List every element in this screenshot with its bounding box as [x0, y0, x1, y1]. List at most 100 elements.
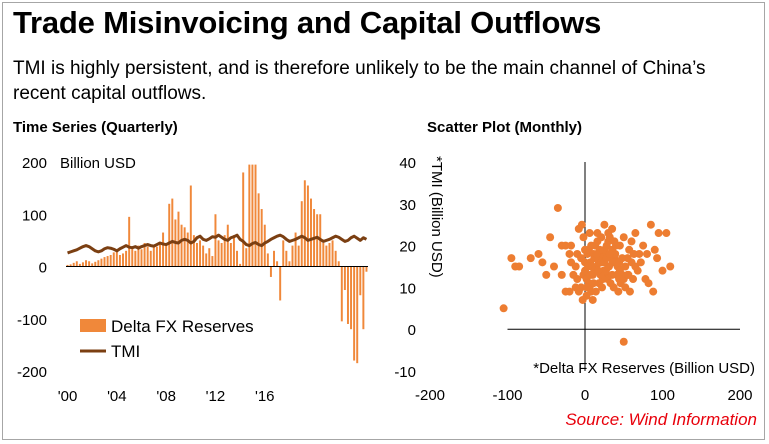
- x-tick-label: '16: [255, 388, 275, 405]
- fx-reserves-bar: [303, 180, 306, 267]
- scatter-point: [636, 258, 645, 267]
- scatter-point: [604, 262, 613, 271]
- fx-reserves-bar: [118, 255, 121, 267]
- scatter-point: [581, 245, 589, 254]
- scatter-panel-title: Scatter Plot (Monthly): [427, 119, 583, 136]
- time-series-chart: -200 -100 0 100 200 Billion USD '00 '04 '08 '12 '1…: [17, 155, 368, 405]
- fx-reserves-bar: [205, 253, 208, 267]
- scatter-point: [588, 295, 597, 304]
- fx-reserves-bar: [189, 185, 192, 267]
- fx-reserves-bar: [263, 224, 266, 267]
- fx-reserves-bar: [356, 266, 359, 364]
- fx-reserves-bar: [69, 264, 72, 267]
- scatter-point: [499, 304, 508, 313]
- fx-reserves-bar: [269, 266, 272, 277]
- scatter-point: [619, 337, 628, 346]
- fx-reserves-bar: [81, 262, 84, 267]
- y-tick-label: 40: [399, 155, 416, 172]
- fx-reserves-bar: [239, 263, 242, 267]
- scatter-point: [589, 279, 598, 288]
- x-tick-label: '04: [107, 388, 127, 405]
- chart-frame: [2, 2, 765, 440]
- scatter-point: [586, 270, 595, 279]
- scatter-point: [608, 270, 617, 279]
- x-tick-label: '00: [58, 388, 78, 405]
- fx-reserves-bar: [214, 214, 217, 267]
- fx-reserves-bar: [343, 266, 346, 291]
- fx-reserves-bar: [300, 201, 303, 267]
- fx-reserves-bar: [168, 203, 171, 267]
- fx-reserves-bar: [66, 264, 69, 267]
- fx-reserves-bar: [273, 250, 275, 267]
- fx-reserves-bar: [162, 232, 165, 267]
- fx-reserves-bar: [78, 263, 81, 267]
- unit-label: Billion USD: [60, 155, 136, 172]
- scatter-point: [650, 245, 659, 254]
- scatter-point: [608, 224, 617, 233]
- fx-reserves-bar: [242, 172, 245, 267]
- y-tick-label: 0: [39, 260, 47, 277]
- scatter-point: [597, 233, 606, 242]
- scatter-point: [584, 262, 593, 271]
- fx-reserves-bar: [94, 261, 97, 267]
- fx-reserves-bar: [72, 262, 75, 267]
- fx-reserves-bar: [149, 250, 152, 267]
- scatter-point: [534, 249, 543, 258]
- scatter-point: [574, 224, 583, 233]
- page-subtitle: TMI is highly persistent, and is therefo…: [13, 58, 706, 104]
- scatter-point: [631, 229, 640, 238]
- fx-reserves-bar: [291, 245, 294, 267]
- fx-reserves-bar: [325, 245, 328, 267]
- scatter-point: [624, 270, 633, 279]
- scatter-point: [591, 287, 600, 296]
- fx-reserves-bar: [229, 242, 232, 267]
- scatter-point: [538, 258, 547, 267]
- scatter-point: [610, 237, 619, 246]
- y-tick-label: 0: [408, 322, 416, 339]
- fx-reserves-bar: [316, 214, 319, 267]
- fx-reserves-bar: [297, 245, 300, 267]
- fx-reserves-bar: [134, 250, 137, 267]
- fx-reserves-bar: [88, 261, 91, 267]
- fx-reserves-bar: [340, 266, 343, 322]
- fx-reserves-bar: [143, 242, 146, 267]
- legend-label-fx-reserves: Delta FX Reserves: [111, 317, 254, 336]
- fx-reserves-bar: [353, 266, 356, 361]
- fx-reserves-bar: [328, 242, 331, 267]
- fx-reserves-bar: [257, 193, 260, 267]
- scatter-point: [654, 229, 663, 238]
- scatter-point: [582, 291, 591, 300]
- scatter-point: [621, 262, 630, 271]
- fx-reserves-bar: [226, 224, 229, 267]
- scatter-point: [565, 287, 574, 296]
- scatter-point: [542, 270, 551, 279]
- time-series-panel-title: Time Series (Quarterly): [13, 119, 178, 136]
- scatter-point: [594, 266, 603, 275]
- fx-reserves-bar: [112, 252, 115, 267]
- scatter-point: [550, 262, 558, 271]
- scatter-point: [666, 262, 675, 271]
- fx-reserves-bar: [85, 260, 88, 267]
- scatter-point: [567, 241, 576, 250]
- x-axis-label: *Delta FX Reserves (Billion USD): [533, 360, 755, 377]
- scatter-point: [598, 283, 607, 292]
- scatter-point: [515, 262, 524, 271]
- fx-reserves-bar: [365, 266, 368, 272]
- fx-reserves-bar: [183, 227, 186, 267]
- fx-reserves-bar: [294, 232, 297, 267]
- fx-reserves-bar: [75, 261, 78, 267]
- fx-reserves-bar: [334, 250, 337, 267]
- fx-reserves-bar: [103, 257, 106, 267]
- x-tick-label: -100: [492, 387, 522, 404]
- x-tick-label: 200: [727, 387, 752, 404]
- scatter-point: [565, 249, 574, 258]
- scatter-point: [653, 254, 662, 263]
- scatter-point: [557, 270, 566, 279]
- tmi-line: [67, 233, 368, 255]
- fx-reserves-bar: [128, 216, 131, 267]
- scatter-point: [662, 229, 671, 238]
- fx-reserves-bar: [202, 245, 205, 267]
- fx-reserves-bar: [306, 185, 309, 267]
- y-tick-label: 200: [22, 155, 47, 172]
